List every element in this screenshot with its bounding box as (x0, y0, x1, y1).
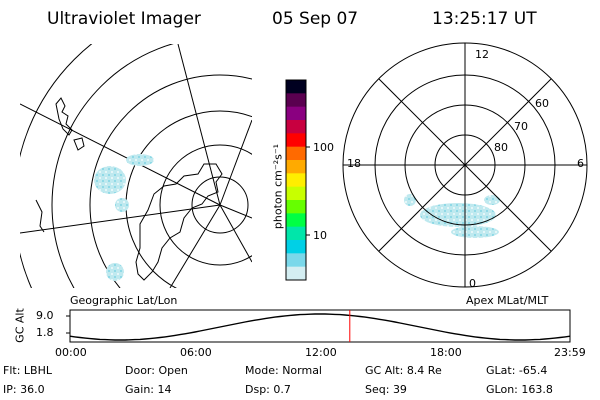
right-panel-caption: Apex MLat/MLT (466, 294, 549, 307)
lat-label-60: 60 (535, 97, 549, 110)
alt-xtick-3: 18:00 (430, 346, 462, 359)
alt-ylabel: GC Alt (13, 308, 27, 343)
alt-ytick-high: 9.0 (36, 309, 54, 322)
colorbar-stripe (286, 240, 306, 254)
colorbar-stripe (286, 200, 306, 214)
footer-gc-alt: GC Alt: 8.4 Re (365, 364, 442, 377)
footer-gain: Gain: 14 (125, 383, 172, 396)
colorbar-unit-label: photon cm⁻²s⁻¹ (271, 143, 285, 230)
lat-label-80: 80 (494, 141, 508, 154)
colorbar-stripe (286, 266, 306, 281)
colorbar-stripe (286, 226, 306, 241)
mlt-label-18: 18 (347, 157, 361, 170)
polar-plot (342, 42, 588, 288)
footer-seq: Seq: 39 (365, 383, 407, 396)
alt-xtick-2: 12:00 (305, 346, 337, 359)
alt-ytick-low: 1.8 (36, 326, 54, 339)
alt-xtick-1: 06:00 (180, 346, 212, 359)
colorbar-stripe (286, 160, 306, 174)
geographic-map (20, 44, 252, 288)
colorbar-stripe (286, 173, 306, 188)
mlt-label-12: 12 (475, 48, 489, 61)
colorbar-stripe (286, 146, 306, 161)
colorbar-stripe (286, 213, 306, 228)
colorbar-stripe (286, 253, 306, 268)
colorbar-stripe (286, 120, 306, 134)
altitude-curve (69, 313, 571, 341)
colorbar (285, 79, 310, 281)
footer-door: Door: Open (125, 364, 188, 377)
mlt-label-0: 0 (469, 277, 476, 290)
colorbar-tick-100: 100 (313, 141, 334, 154)
colorbar-stripe (286, 186, 306, 201)
alt-xtick-4: 23:59 (554, 346, 586, 359)
footer-glon: GLon: 163.8 (486, 383, 553, 396)
time: 13:25:17 UT (432, 9, 537, 29)
colorbar-tick-10: 10 (313, 229, 327, 242)
alt-xtick-0: 00:00 (55, 346, 87, 359)
colorbar-stripe (286, 80, 306, 94)
footer-ip: IP: 36.0 (3, 383, 45, 396)
lat-label-70: 70 (514, 120, 528, 133)
footer-dsp: Dsp: 0.7 (245, 383, 291, 396)
footer-glat: GLat: -65.4 (486, 364, 548, 377)
footer-filter: Flt: LBHL (3, 364, 52, 377)
date: 05 Sep 07 (272, 9, 359, 29)
colorbar-stripe (286, 93, 306, 108)
footer-mode: Mode: Normal (245, 364, 322, 377)
colorbar-stripe (286, 106, 306, 121)
title: Ultraviolet Imager (47, 9, 201, 29)
altitude-plot (66, 309, 571, 343)
left-panel-caption: Geographic Lat/Lon (70, 294, 178, 307)
mlt-label-6: 6 (577, 157, 584, 170)
colorbar-stripe (286, 133, 306, 148)
